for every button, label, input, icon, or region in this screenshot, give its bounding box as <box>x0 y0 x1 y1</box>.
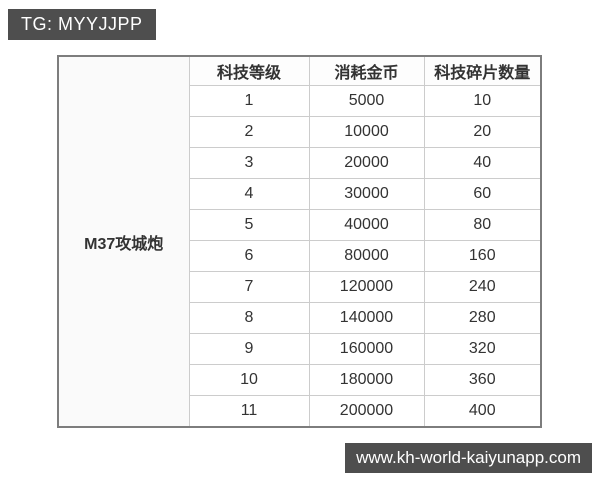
level-cell: 3 <box>188 147 310 179</box>
gold-cell: 20000 <box>308 147 425 179</box>
table-row: 9 160000 320 <box>58 333 542 365</box>
table-row: 11 200000 400 <box>58 395 542 428</box>
fragment-cell: 280 <box>423 302 542 334</box>
gold-cell: 200000 <box>308 395 425 428</box>
level-cell: 1 <box>188 85 310 117</box>
table-row: 5 40000 80 <box>58 209 542 241</box>
unit-name-cell: M37攻城炮 <box>57 55 190 428</box>
level-cell: 10 <box>188 364 310 396</box>
fragment-cell: 60 <box>423 178 542 210</box>
fragment-cell: 10 <box>423 85 542 117</box>
level-cell: 9 <box>188 333 310 365</box>
gold-cell: 10000 <box>308 116 425 148</box>
table-row: 7 120000 240 <box>58 271 542 303</box>
gold-cell: 5000 <box>308 85 425 117</box>
level-cell: 8 <box>188 302 310 334</box>
column-header-tech-level: 科技等级 <box>188 55 310 86</box>
level-cell: 5 <box>188 209 310 241</box>
table-row: 8 140000 280 <box>58 302 542 334</box>
fragment-cell: 40 <box>423 147 542 179</box>
table-row: 10 180000 360 <box>58 364 542 396</box>
level-cell: 6 <box>188 240 310 272</box>
gold-cell: 80000 <box>308 240 425 272</box>
level-cell: 4 <box>188 178 310 210</box>
level-cell: 11 <box>188 395 310 428</box>
fragment-cell: 240 <box>423 271 542 303</box>
fragment-cell: 160 <box>423 240 542 272</box>
gold-cell: 160000 <box>308 333 425 365</box>
gold-cell: 40000 <box>308 209 425 241</box>
telegram-watermark-badge: TG: MYYJJPP <box>8 9 156 40</box>
column-header-gold-cost: 消耗金币 <box>308 55 425 86</box>
gold-cell: 30000 <box>308 178 425 210</box>
fragment-cell: 80 <box>423 209 542 241</box>
table-row: 4 30000 60 <box>58 178 542 210</box>
level-cell: 2 <box>188 116 310 148</box>
fragment-cell: 20 <box>423 116 542 148</box>
website-watermark-badge: www.kh-world-kaiyunapp.com <box>345 443 592 473</box>
column-header-fragment-count: 科技碎片数量 <box>423 55 542 86</box>
level-cell: 7 <box>188 271 310 303</box>
fragment-cell: 400 <box>423 395 542 428</box>
tech-upgrade-table: M37攻城炮 科技等级 消耗金币 科技碎片数量 1 5000 10 2 1000… <box>57 55 542 428</box>
table-row: 1 5000 10 <box>58 85 542 117</box>
gold-cell: 120000 <box>308 271 425 303</box>
gold-cell: 180000 <box>308 364 425 396</box>
gold-cell: 140000 <box>308 302 425 334</box>
table-header-row: M37攻城炮 科技等级 消耗金币 科技碎片数量 <box>57 55 542 428</box>
fragment-cell: 320 <box>423 333 542 365</box>
fragment-cell: 360 <box>423 364 542 396</box>
